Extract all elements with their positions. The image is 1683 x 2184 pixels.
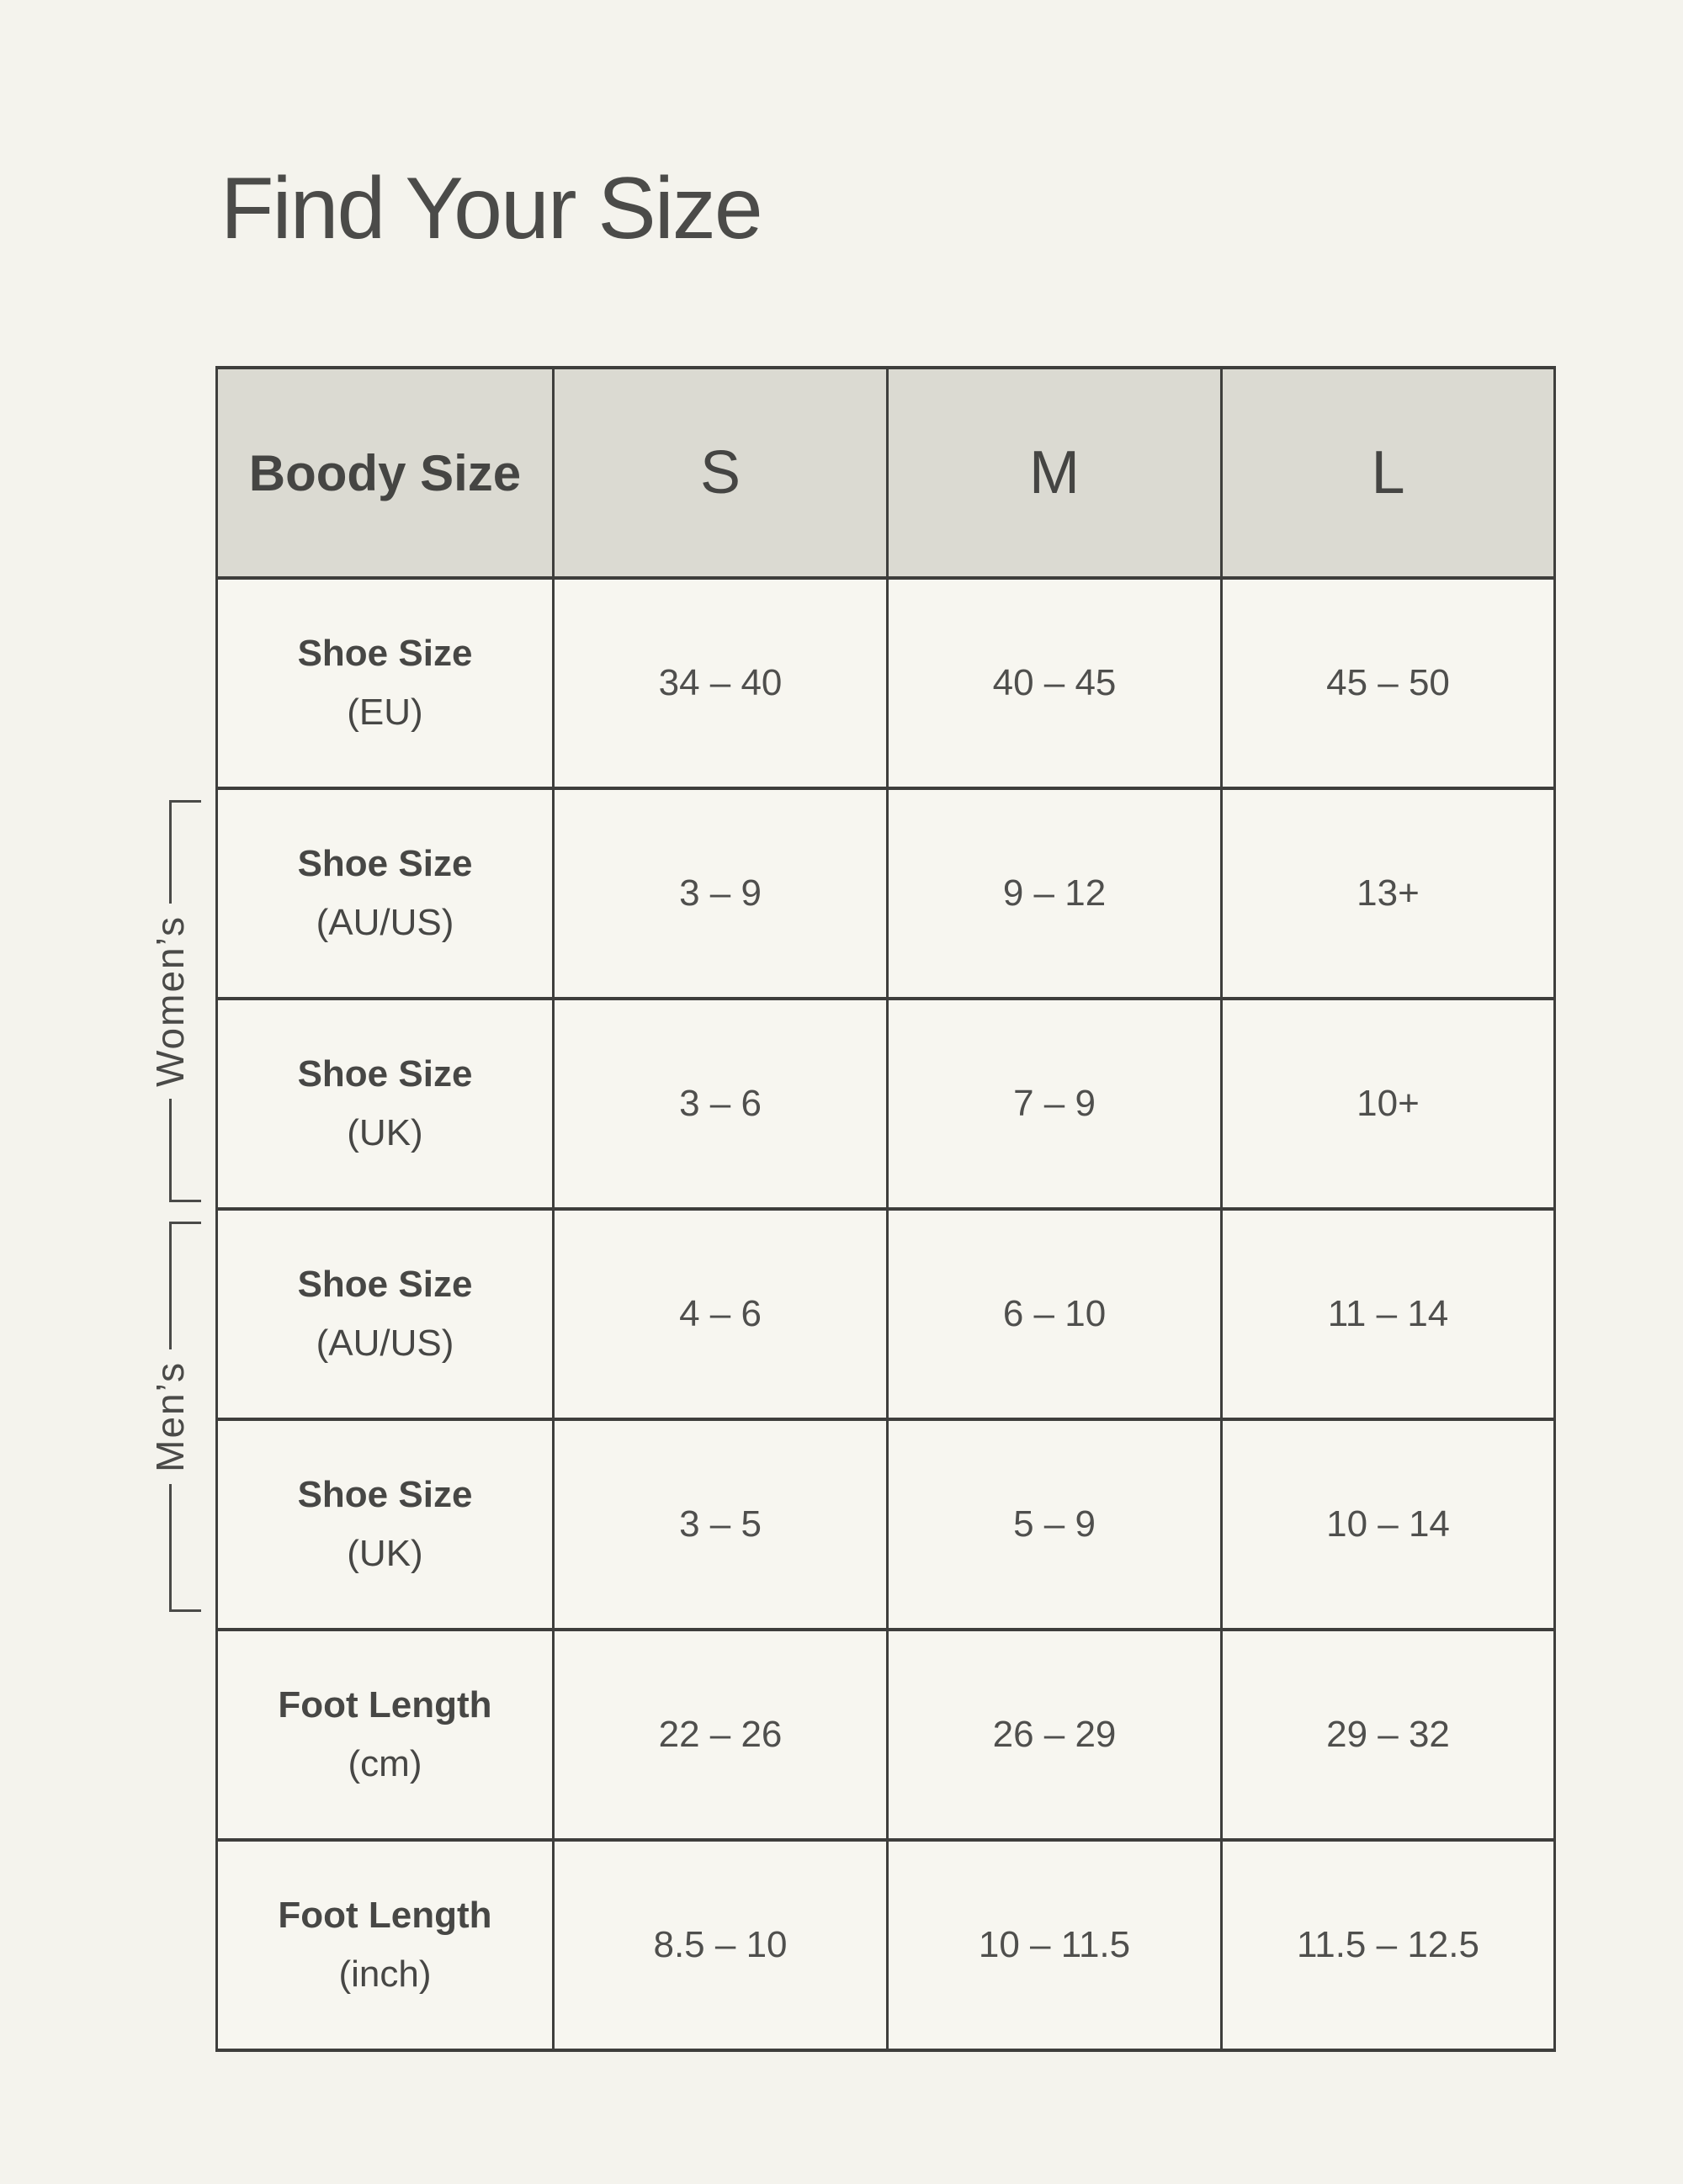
womens-bracket-line-bottom — [169, 1099, 201, 1203]
row-label: Shoe Size — [297, 1053, 473, 1095]
cell-value: 22 – 26 — [552, 1628, 889, 1842]
row-unit: (AU/US) — [316, 902, 454, 943]
header-size-m: M — [886, 366, 1223, 580]
row-label-cell: Shoe Size (UK) — [215, 997, 555, 1211]
row-label: Foot Length — [278, 1895, 492, 1936]
womens-group-bracket: Women’s — [148, 800, 201, 1203]
cell-value: 45 – 50 — [1220, 576, 1556, 790]
row-label-cell: Foot Length (cm) — [215, 1628, 555, 1842]
table-row-womens-shoe-size-auus: Shoe Size (AU/US) 3 – 9 9 – 12 13+ — [215, 787, 1556, 1000]
row-unit: (inch) — [338, 1953, 432, 1995]
mens-group-label: Men’s — [148, 1361, 192, 1472]
header-size-l: L — [1220, 366, 1556, 580]
cell-value: 9 – 12 — [886, 787, 1223, 1000]
row-unit: (cm) — [348, 1743, 422, 1784]
row-unit: (EU) — [347, 692, 423, 733]
cell-value: 3 – 9 — [552, 787, 889, 1000]
cell-value: 5 – 9 — [886, 1418, 1223, 1631]
size-chart-table: Boody Size S M L Shoe Size (EU) 34 – 40 … — [215, 366, 1556, 2052]
cell-value: 4 – 6 — [552, 1207, 889, 1421]
cell-value: 10 – 14 — [1220, 1418, 1556, 1631]
womens-group-label: Women’s — [148, 914, 192, 1088]
cell-value: 3 – 5 — [552, 1418, 889, 1631]
cell-value: 10+ — [1220, 997, 1556, 1211]
table-row-foot-length-cm: Foot Length (cm) 22 – 26 26 – 29 29 – 32 — [215, 1628, 1556, 1842]
table-row-mens-shoe-size-auus: Shoe Size (AU/US) 4 – 6 6 – 10 11 – 14 — [215, 1207, 1556, 1421]
row-unit: (UK) — [347, 1533, 423, 1574]
table-row-womens-shoe-size-uk: Shoe Size (UK) 3 – 6 7 – 9 10+ — [215, 997, 1556, 1211]
cell-value: 3 – 6 — [552, 997, 889, 1211]
mens-group-bracket: Men’s — [148, 1222, 201, 1612]
row-label: Foot Length — [278, 1684, 492, 1725]
row-label-cell: Foot Length (inch) — [215, 1838, 555, 2052]
row-label: Shoe Size — [297, 843, 473, 884]
mens-bracket-line-bottom — [169, 1483, 201, 1612]
table-header-row: Boody Size S M L — [215, 366, 1556, 580]
cell-value: 40 – 45 — [886, 576, 1223, 790]
table-row-mens-shoe-size-uk: Shoe Size (UK) 3 – 5 5 – 9 10 – 14 — [215, 1418, 1556, 1631]
row-label-cell: Shoe Size (AU/US) — [215, 787, 555, 1000]
cell-value: 29 – 32 — [1220, 1628, 1556, 1842]
table-row-shoe-size-eu: Shoe Size (EU) 34 – 40 40 – 45 45 – 50 — [215, 576, 1556, 790]
row-label: Shoe Size — [297, 1474, 473, 1515]
mens-bracket-line-top — [169, 1222, 201, 1350]
table-row-foot-length-inch: Foot Length (inch) 8.5 – 10 10 – 11.5 11… — [215, 1838, 1556, 2052]
row-label: Shoe Size — [297, 1264, 473, 1305]
page-title: Find Your Size — [220, 160, 763, 257]
row-label-cell: Shoe Size (UK) — [215, 1418, 555, 1631]
row-label-cell: Shoe Size (AU/US) — [215, 1207, 555, 1421]
cell-value: 13+ — [1220, 787, 1556, 1000]
header-size-s: S — [552, 366, 889, 580]
cell-value: 34 – 40 — [552, 576, 889, 790]
row-label: Shoe Size — [297, 633, 473, 674]
cell-value: 10 – 11.5 — [886, 1838, 1223, 2052]
cell-value: 7 – 9 — [886, 997, 1223, 1211]
womens-bracket-line-top — [169, 800, 201, 904]
cell-value: 11.5 – 12.5 — [1220, 1838, 1556, 2052]
header-boody-size: Boody Size — [215, 366, 555, 580]
row-unit: (AU/US) — [316, 1323, 454, 1364]
cell-value: 6 – 10 — [886, 1207, 1223, 1421]
cell-value: 8.5 – 10 — [552, 1838, 889, 2052]
cell-value: 26 – 29 — [886, 1628, 1223, 1842]
row-label-cell: Shoe Size (EU) — [215, 576, 555, 790]
row-unit: (UK) — [347, 1112, 423, 1153]
cell-value: 11 – 14 — [1220, 1207, 1556, 1421]
